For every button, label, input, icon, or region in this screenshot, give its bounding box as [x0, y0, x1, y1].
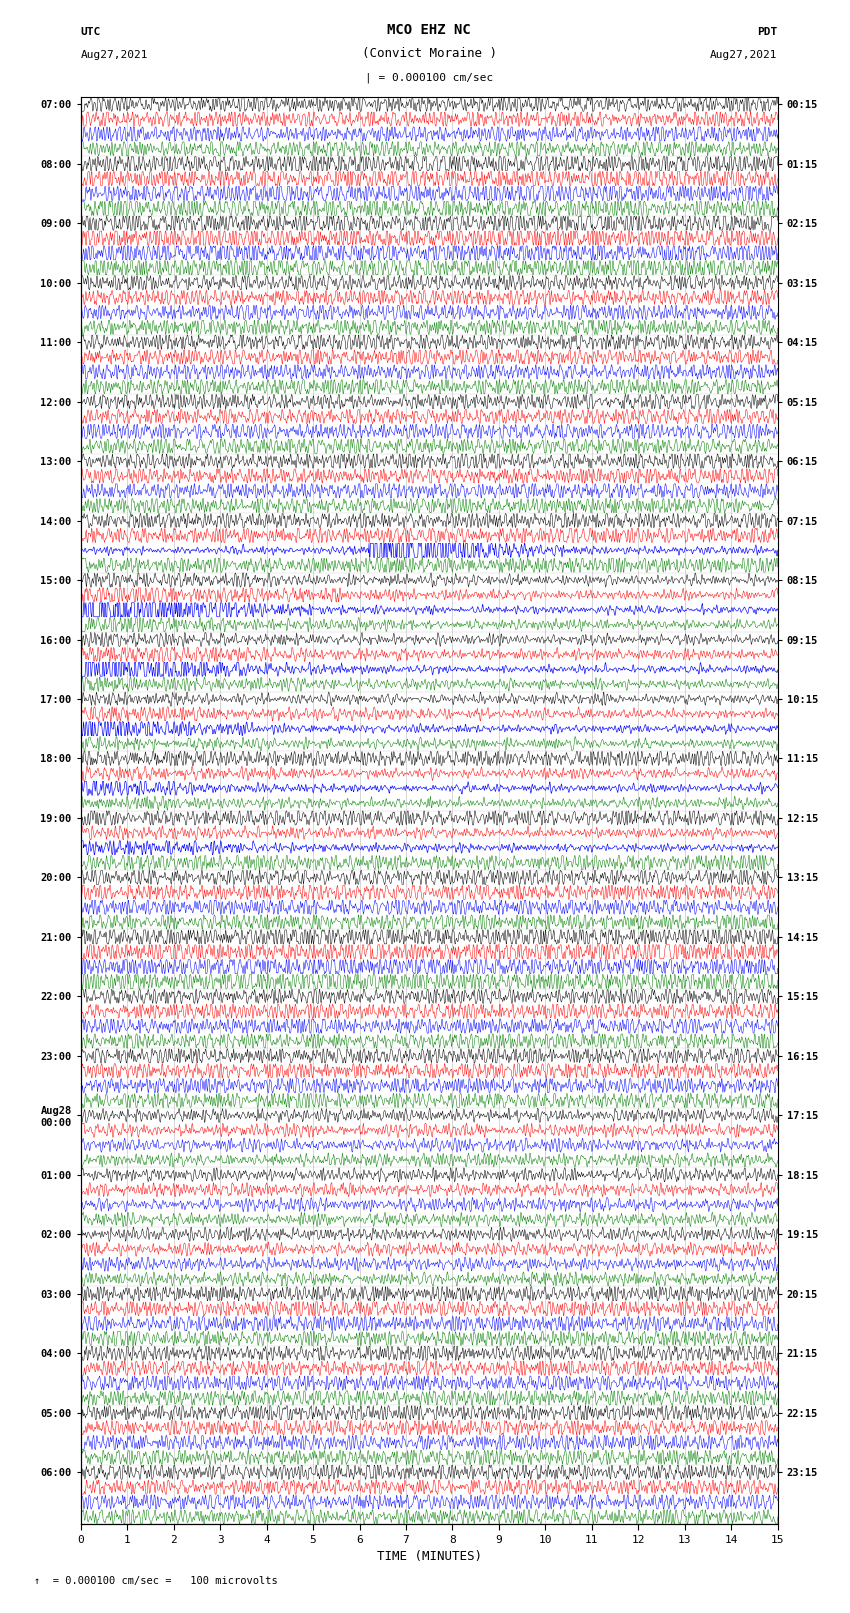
Text: (Convict Moraine ): (Convict Moraine ) [362, 47, 496, 60]
Text: PDT: PDT [757, 27, 778, 37]
Text: ↑  = 0.000100 cm/sec =   100 microvolts: ↑ = 0.000100 cm/sec = 100 microvolts [34, 1576, 278, 1586]
Text: | = 0.000100 cm/sec: | = 0.000100 cm/sec [366, 73, 493, 82]
X-axis label: TIME (MINUTES): TIME (MINUTES) [377, 1550, 482, 1563]
Text: MCO EHZ NC: MCO EHZ NC [388, 23, 471, 37]
Text: UTC: UTC [81, 27, 101, 37]
Text: Aug27,2021: Aug27,2021 [711, 50, 778, 60]
Text: Aug27,2021: Aug27,2021 [81, 50, 148, 60]
